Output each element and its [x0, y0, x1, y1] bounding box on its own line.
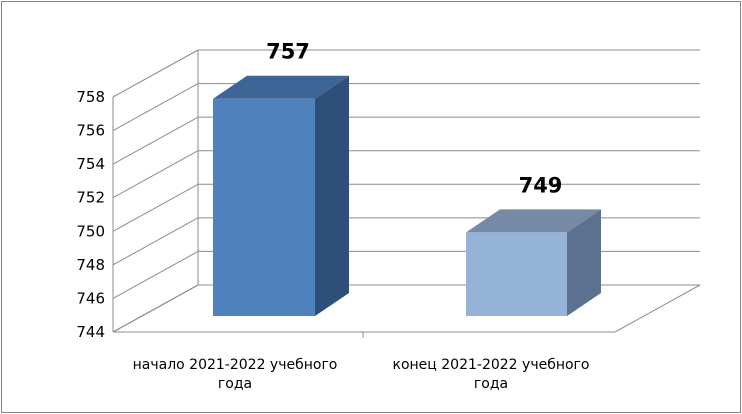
y-tick-label: 756	[76, 122, 105, 140]
data-label: 757	[266, 40, 310, 64]
category-label: года	[474, 376, 508, 392]
category-label: начало 2021-2022 учебного	[133, 357, 338, 373]
y-tick-label: 758	[76, 88, 105, 106]
bar-side	[567, 209, 601, 316]
category-label: года	[218, 376, 252, 392]
gridline-side	[112, 49, 199, 98]
y-tick-label: 748	[76, 256, 105, 274]
gridline-side	[112, 83, 199, 132]
gridline-side	[112, 250, 199, 299]
data-label: 749	[519, 173, 563, 197]
category-label: конец 2021-2022 учебного	[393, 357, 590, 373]
y-tick-label: 752	[76, 189, 105, 207]
y-tick-label: 744	[76, 323, 105, 341]
bar	[466, 232, 567, 316]
y-tick-label: 746	[76, 289, 105, 307]
bar-side	[315, 75, 349, 316]
bar-top	[466, 209, 601, 233]
bar	[213, 98, 315, 316]
y-tick-label: 754	[76, 155, 105, 173]
gridline-side	[112, 217, 199, 266]
gridline-side	[112, 183, 199, 232]
bar-top	[213, 75, 349, 99]
gridline-side	[112, 150, 199, 199]
gridline-side	[112, 116, 199, 165]
y-tick-label: 750	[76, 222, 105, 240]
floor-outline	[112, 284, 701, 333]
